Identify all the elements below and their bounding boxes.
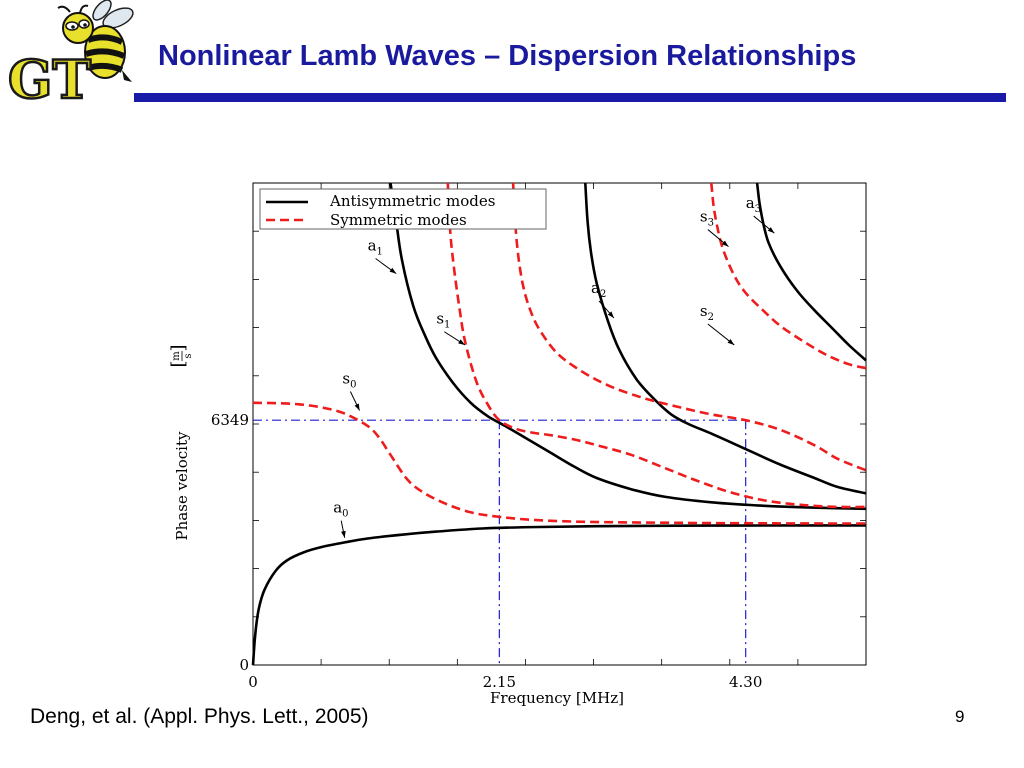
reference-lines bbox=[253, 419, 747, 665]
mode-label-s0: s0 bbox=[342, 370, 356, 391]
mode-label-arrowhead bbox=[458, 339, 465, 345]
mode-curve-s1 bbox=[446, 182, 867, 509]
legend: Antisymmetric modes Symmetric modes bbox=[259, 188, 547, 230]
tick-labels: 0 2.15 4.30 0 6349 bbox=[211, 411, 763, 691]
mode-label-arrowhead bbox=[354, 403, 360, 411]
x-tick-label: 4.30 bbox=[729, 673, 762, 691]
gt-yellow-jacket-logo: GT bbox=[7, 0, 134, 112]
mode-label-s2: s2 bbox=[700, 302, 714, 323]
citation: Deng, et al. (Appl. Phys. Lett., 2005) bbox=[30, 705, 369, 728]
y-unit-numerator: m bbox=[171, 351, 182, 361]
logo-text: GT bbox=[8, 50, 91, 111]
mode-curve-a3 bbox=[755, 182, 867, 362]
svg-text:]: ] bbox=[168, 344, 189, 351]
slide-title: Nonlinear Lamb Waves – Dispersion Relati… bbox=[158, 40, 857, 72]
x-tick-label: 2.15 bbox=[483, 673, 516, 691]
legend-label-antisymmetric: Antisymmetric modes bbox=[329, 192, 495, 210]
mode-curve-a2 bbox=[584, 182, 867, 495]
mode-label-s1: s1 bbox=[436, 310, 450, 331]
mode-label-a2: a2 bbox=[591, 279, 606, 300]
page-number: 9 bbox=[955, 707, 965, 726]
mode-curve-s2 bbox=[511, 182, 867, 472]
mode-curve-a0 bbox=[251, 524, 866, 666]
y-tick-label: 0 bbox=[239, 656, 249, 674]
mode-label-arrowhead bbox=[767, 227, 775, 234]
y-axis-label: Phase velocity bbox=[173, 431, 191, 540]
mode-curve-a1 bbox=[389, 182, 867, 511]
mode-label-a1: a1 bbox=[368, 236, 383, 257]
mode-curve-s0 bbox=[252, 401, 866, 525]
mode-label-a0: a0 bbox=[333, 499, 348, 520]
legend-label-symmetric: Symmetric modes bbox=[330, 211, 467, 229]
y-axis-unit: [ m s ] bbox=[168, 344, 194, 367]
mode-label-arrowhead bbox=[389, 267, 397, 274]
x-tick-label: 0 bbox=[248, 673, 258, 691]
mode-label-arrowhead bbox=[727, 338, 735, 345]
x-axis-label: Frequency [MHz] bbox=[490, 689, 624, 707]
mode-curve-s3 bbox=[710, 182, 867, 370]
y-tick-label: 6349 bbox=[211, 411, 249, 429]
title-underline bbox=[134, 93, 1006, 102]
svg-text:[: [ bbox=[168, 360, 189, 367]
mode-label-arrowhead bbox=[607, 311, 614, 318]
mode-label-s3: s3 bbox=[700, 208, 714, 229]
mode-curves bbox=[251, 182, 867, 666]
y-unit-denominator: s bbox=[183, 353, 194, 358]
mode-label-arrowhead bbox=[721, 240, 729, 247]
mode-label-arrowhead bbox=[341, 530, 346, 538]
tick-marks bbox=[253, 183, 866, 665]
